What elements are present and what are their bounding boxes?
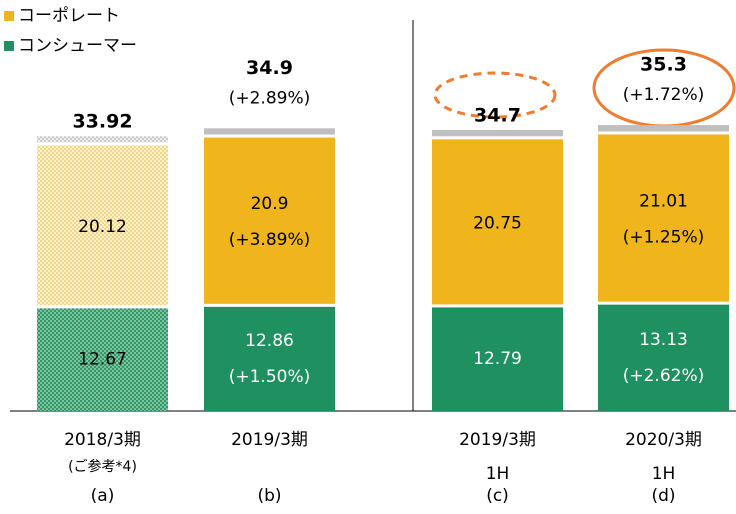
total-change-label: (+1.72%) xyxy=(623,85,705,105)
segment-label: 20.12 xyxy=(78,217,127,237)
change-label: (+2.62%) xyxy=(623,366,705,386)
bar-segment xyxy=(37,308,168,411)
other-segment xyxy=(37,136,168,143)
legend-label: コンシューマー xyxy=(18,36,137,56)
segment-label: 12.79 xyxy=(473,349,522,369)
bar-segment xyxy=(432,139,563,305)
total-change-label: (+2.89%) xyxy=(229,88,311,108)
segment-label: 20.75 xyxy=(473,213,522,233)
other-segment xyxy=(598,125,729,132)
bar-segment xyxy=(598,304,729,411)
total-label: 34.7 xyxy=(474,104,521,126)
total-label: 33.92 xyxy=(72,111,132,133)
category-letter: (a) xyxy=(91,486,115,506)
x-tick-label: 2019/3期 xyxy=(459,430,536,450)
category-letter: (b) xyxy=(257,486,281,506)
period-label: 1H xyxy=(486,464,510,484)
total-label: 34.9 xyxy=(246,57,293,79)
highlight-dashed xyxy=(433,71,557,119)
category-note: (ご参考*4) xyxy=(68,458,137,475)
segment-label: 13.13 xyxy=(639,330,688,350)
change-label: (+1.25%) xyxy=(623,228,705,248)
other-segment xyxy=(204,128,335,135)
legend-label: コーポレート xyxy=(18,6,120,26)
segment-label: 12.67 xyxy=(78,350,127,370)
legend-swatch xyxy=(4,11,14,21)
category-letter: (c) xyxy=(486,486,509,506)
other-segment xyxy=(432,129,563,137)
change-label: (+1.50%) xyxy=(229,367,311,387)
segment-label: 12.86 xyxy=(245,331,294,351)
change-label: (+3.89%) xyxy=(229,230,311,250)
category-letter: (d) xyxy=(651,486,675,506)
x-tick-label: 2018/3期 xyxy=(64,430,141,450)
x-tick-label: 2020/3期 xyxy=(625,430,702,450)
segment-label: 20.9 xyxy=(251,194,289,214)
bar-segment xyxy=(37,145,168,306)
bar-segment xyxy=(204,306,335,411)
period-label: 1H xyxy=(652,464,676,484)
x-tick-label: 2019/3期 xyxy=(231,430,308,450)
total-label: 35.3 xyxy=(640,54,687,76)
segment-label: 21.01 xyxy=(639,192,688,212)
bar-segment xyxy=(204,137,335,304)
bar-segment xyxy=(598,134,729,302)
bar-segment xyxy=(432,307,563,411)
legend-swatch xyxy=(4,41,14,51)
